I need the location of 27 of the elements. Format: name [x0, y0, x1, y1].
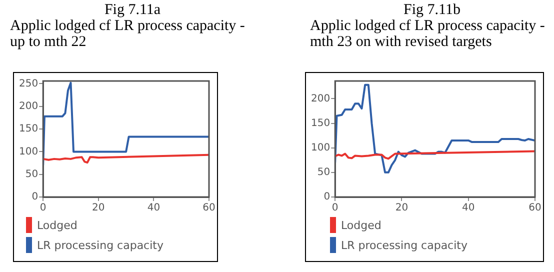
x-tick-label: 0 [40, 202, 46, 214]
x-tick-label: 20 [92, 202, 105, 214]
y-tick-label: 50 [317, 167, 330, 178]
x-tick-label: 0 [332, 202, 338, 214]
legend-label: Lodged [341, 218, 382, 232]
legend-label: Lodged [37, 218, 78, 232]
x-tick-label: 40 [462, 202, 475, 214]
x-tick-label: 60 [202, 202, 216, 214]
chart-title: Fig 7.11a [103, 2, 162, 18]
y-tick-label: 100 [310, 142, 330, 154]
y-tick-label: 200 [310, 93, 330, 104]
y-tick-label: 250 [18, 78, 38, 90]
y-tick-label: 50 [25, 168, 38, 180]
y-tick-label: 100 [18, 146, 38, 158]
y-tick-label: 150 [310, 118, 330, 129]
y-tick-label: 0 [324, 192, 330, 203]
chart-subtitle: Applic lodged cf LR process capacity -up to mth 22 [10, 18, 246, 50]
chart-subtitle: Applic lodged cf LR process capacity - mth 23 on with revised targets [310, 18, 546, 50]
chart-title: Fig 7.11b [402, 2, 462, 18]
x-tick-label: 20 [395, 202, 408, 214]
y-tick-label: 0 [32, 192, 38, 203]
legend-label: LR processing capacity [341, 238, 468, 252]
y-tick-label: 200 [18, 100, 38, 112]
y-tick-label: 150 [18, 124, 38, 135]
x-tick-label: 60 [528, 202, 542, 214]
x-tick-label: 40 [147, 202, 160, 214]
legend-label: LR processing capacity [37, 238, 164, 252]
